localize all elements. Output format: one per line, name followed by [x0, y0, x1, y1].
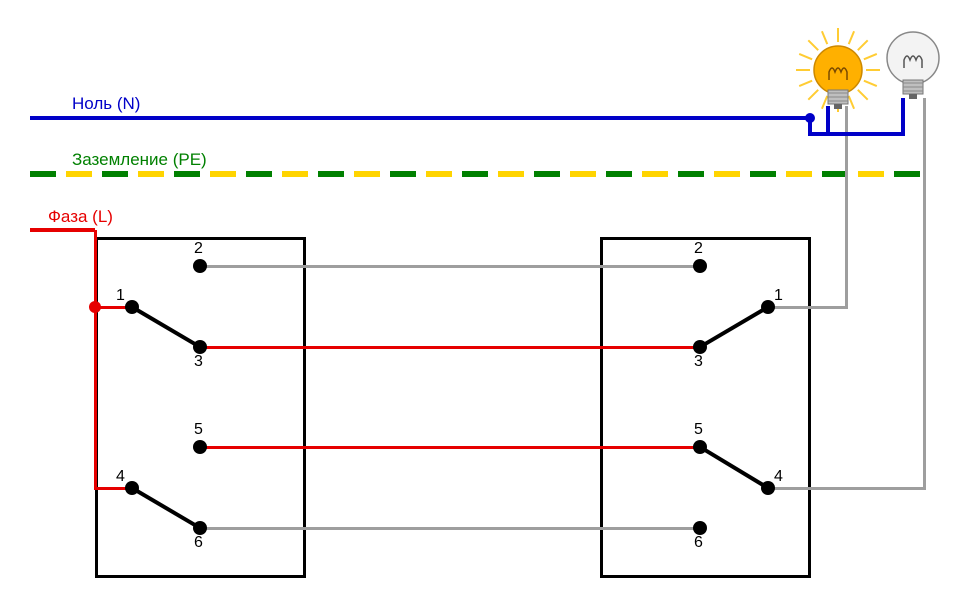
- pe-dash: [354, 171, 380, 177]
- wire-live-to-l4-v: [94, 307, 97, 490]
- terminal-label-right-2: 2: [694, 240, 703, 258]
- wire-trav-l5-r5: [200, 446, 702, 449]
- pe-dash: [858, 171, 884, 177]
- pe-dash: [246, 171, 272, 177]
- pe-label: Заземление (PE): [72, 150, 207, 170]
- pe-dash: [390, 171, 416, 177]
- live-input-node: [89, 301, 101, 313]
- terminal-left-6: [193, 521, 207, 535]
- terminal-right-2: [693, 259, 707, 273]
- terminal-label-right-1: 1: [774, 287, 783, 305]
- wire-r1-out-h: [768, 306, 848, 309]
- pe-dash: [714, 171, 740, 177]
- pe-dash: [462, 171, 488, 177]
- wire-live-in-vert: [94, 230, 97, 309]
- pe-dash: [678, 171, 704, 177]
- terminal-label-right-3: 3: [694, 353, 703, 371]
- terminal-right-6: [693, 521, 707, 535]
- live-label: Фаза (L): [48, 207, 113, 227]
- pe-dash: [894, 171, 920, 177]
- pe-dash: [786, 171, 812, 177]
- terminal-left-5: [193, 440, 207, 454]
- live-line: [30, 228, 95, 232]
- terminal-right-1: [761, 300, 775, 314]
- terminal-left-3: [193, 340, 207, 354]
- pe-dash: [642, 171, 668, 177]
- wire-trav-l6-r6: [200, 527, 702, 530]
- terminal-label-left-1: 1: [116, 287, 125, 305]
- terminal-left-4: [125, 481, 139, 495]
- wire-trav-l3-r3: [200, 346, 702, 349]
- wire-r4-out-h: [768, 487, 926, 490]
- pe-dash: [102, 171, 128, 177]
- terminal-left-1: [125, 300, 139, 314]
- pe-dash: [426, 171, 452, 177]
- pe-dash: [534, 171, 560, 177]
- pe-dash: [498, 171, 524, 177]
- terminal-right-5: [693, 440, 707, 454]
- pe-dash: [282, 171, 308, 177]
- pe-dash: [174, 171, 200, 177]
- neutral-line: [30, 116, 810, 120]
- terminal-left-2: [193, 259, 207, 273]
- terminal-label-left-4: 4: [116, 468, 125, 486]
- bulb-off-icon: [859, 4, 967, 132]
- terminal-label-right-6: 6: [694, 534, 703, 552]
- wire-r4-out-v: [923, 98, 926, 490]
- pe-dash: [30, 171, 56, 177]
- terminal-label-left-2: 2: [194, 240, 203, 258]
- pe-dash: [606, 171, 632, 177]
- wire-trav-l2-r2: [200, 265, 702, 268]
- pe-dash: [138, 171, 164, 177]
- pe-dash: [210, 171, 236, 177]
- terminal-label-left-3: 3: [194, 353, 203, 371]
- terminal-right-3: [693, 340, 707, 354]
- terminal-label-right-5: 5: [694, 421, 703, 439]
- terminal-label-left-6: 6: [194, 534, 203, 552]
- terminal-right-4: [761, 481, 775, 495]
- neutral-label: Ноль (N): [72, 94, 140, 114]
- pe-dash: [66, 171, 92, 177]
- pe-dash: [570, 171, 596, 177]
- pe-dash: [750, 171, 776, 177]
- terminal-label-right-4: 4: [774, 468, 783, 486]
- pe-dash: [318, 171, 344, 177]
- terminal-label-left-5: 5: [194, 421, 203, 439]
